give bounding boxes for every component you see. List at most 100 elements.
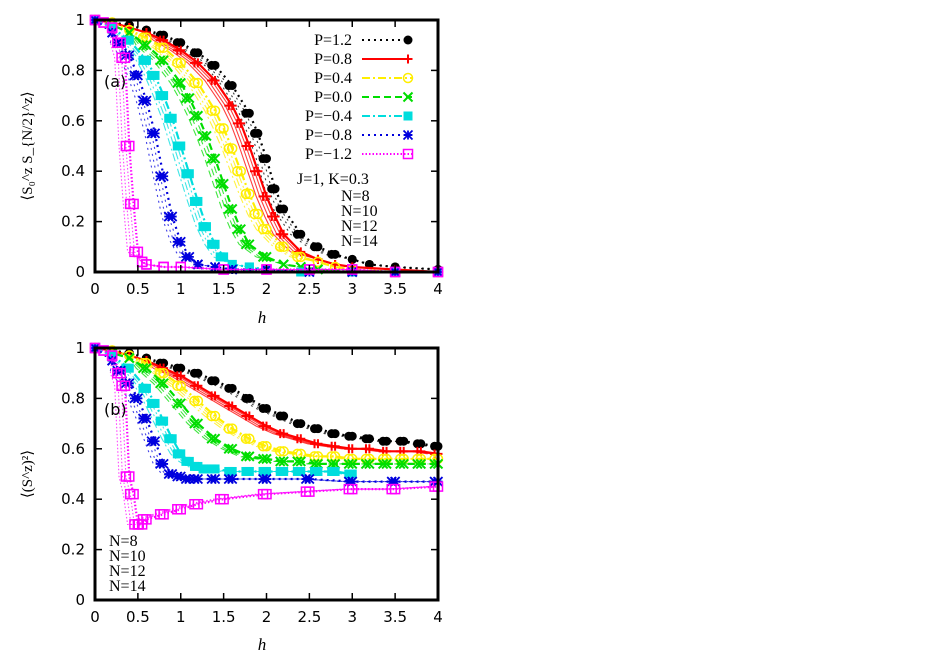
- data-point: [172, 449, 182, 459]
- legend-label: P=−0.4: [305, 108, 352, 125]
- data-point: [327, 466, 337, 476]
- legend-entry-p-0-4: P=−0.4: [305, 108, 413, 125]
- series-line: [94, 346, 439, 526]
- y-tick-label: 0.2: [61, 541, 85, 559]
- data-point: [154, 55, 166, 66]
- data-point: [137, 514, 149, 525]
- size-label: N=12: [341, 218, 378, 235]
- series-line: [94, 347, 428, 525]
- y-tick-label: 1: [75, 11, 85, 29]
- data-point: [223, 443, 234, 455]
- data-point: [241, 393, 251, 403]
- data-point: [395, 436, 405, 446]
- series-line: [94, 19, 438, 273]
- data-point: [155, 171, 166, 182]
- data-point: [124, 198, 136, 210]
- data-point: [312, 256, 324, 268]
- series-line: [94, 19, 439, 271]
- data-point: [184, 92, 195, 104]
- data-point: [412, 439, 422, 449]
- legend-a: P=1.2 P=0.8 P=0.4 P=0.0 P=−0.4 P=−0.8 P=−1.2: [305, 32, 414, 163]
- data-point: [261, 223, 272, 235]
- legend-label: P=1.2: [314, 32, 352, 49]
- data-point: [189, 461, 199, 471]
- data-point: [147, 398, 157, 408]
- series-p-0-4: [90, 343, 357, 479]
- series-line: [94, 347, 428, 465]
- data-point: [192, 259, 204, 270]
- size-label: N=14: [341, 233, 378, 250]
- data-point: [278, 241, 289, 253]
- data-point: [226, 203, 238, 215]
- plot-area-a: [89, 14, 444, 278]
- data-point: [124, 488, 136, 500]
- ticks-b: 0 0.5 1 1.5 2 2.5 3 3.5 4 0 0.2 0.4 0.6 0.8 1: [61, 339, 443, 626]
- data-point: [189, 418, 200, 429]
- data-point: [214, 493, 226, 505]
- data-point: [223, 203, 234, 215]
- series-p-0-4: [89, 342, 444, 465]
- size-label: N=8: [109, 533, 138, 550]
- data-point: [172, 77, 183, 89]
- data-point: [172, 141, 182, 151]
- data-point: [398, 458, 409, 470]
- data-point: [209, 105, 221, 116]
- data-point: [252, 208, 264, 220]
- data-point: [377, 458, 389, 470]
- series-line: [94, 19, 438, 273]
- data-point: [240, 188, 252, 200]
- data-point: [112, 37, 123, 48]
- data-point: [235, 223, 246, 235]
- size-label: N=10: [109, 548, 146, 565]
- data-point: [189, 77, 200, 89]
- data-point: [180, 251, 192, 263]
- data-point: [192, 418, 204, 429]
- x-tick-label: 4: [433, 608, 443, 626]
- data-point: [209, 410, 221, 422]
- data-point: [249, 208, 260, 220]
- legend-label: P=0.4: [314, 70, 352, 87]
- data-point: [141, 259, 152, 270]
- data-point: [164, 113, 174, 123]
- x-tick-label: 4: [433, 280, 443, 298]
- data-point: [207, 60, 217, 70]
- data-point: [189, 48, 199, 58]
- data-point: [235, 165, 247, 177]
- data-point: [241, 108, 251, 118]
- series-line: [94, 347, 428, 483]
- data-point: [155, 458, 166, 470]
- data-point: [172, 380, 183, 392]
- data-point: [124, 350, 135, 361]
- data-point: [158, 55, 169, 66]
- data-point: [192, 77, 204, 89]
- data-point: [257, 453, 269, 465]
- data-point: [207, 239, 217, 249]
- ticks-a: 0 0.5 1 1.5 2 2.5 3 3.5 4 0 0.2 0.4 0.6 0.8 1: [61, 11, 443, 298]
- x-tick-label: 3.5: [383, 608, 407, 626]
- legend-marker: [402, 148, 414, 160]
- x-tick-label: 0: [90, 608, 100, 626]
- y-tick-label: 0.6: [61, 440, 85, 458]
- size-labels-b: N=8N=10N=12N=14: [109, 533, 146, 595]
- data-point: [175, 77, 186, 89]
- x-tick-label: 1: [176, 280, 186, 298]
- data-point: [206, 153, 217, 164]
- data-point: [257, 223, 269, 235]
- data-point: [244, 188, 255, 200]
- data-point: [224, 383, 234, 393]
- series-line: [94, 347, 435, 460]
- data-point: [249, 128, 259, 138]
- data-point: [112, 367, 123, 379]
- legend-entry-p-0-8: P=−0.8: [305, 127, 414, 144]
- data-point: [244, 239, 255, 250]
- data-point: [129, 393, 140, 404]
- size-label: N=8: [341, 188, 370, 205]
- series-p-0-0: [89, 342, 444, 470]
- data-point: [112, 365, 123, 376]
- x-tick-label: 0: [90, 280, 100, 298]
- data-point: [206, 105, 217, 116]
- data-point: [146, 128, 157, 139]
- data-point: [292, 229, 302, 239]
- size-label: N=12: [109, 563, 146, 580]
- data-point: [232, 165, 243, 177]
